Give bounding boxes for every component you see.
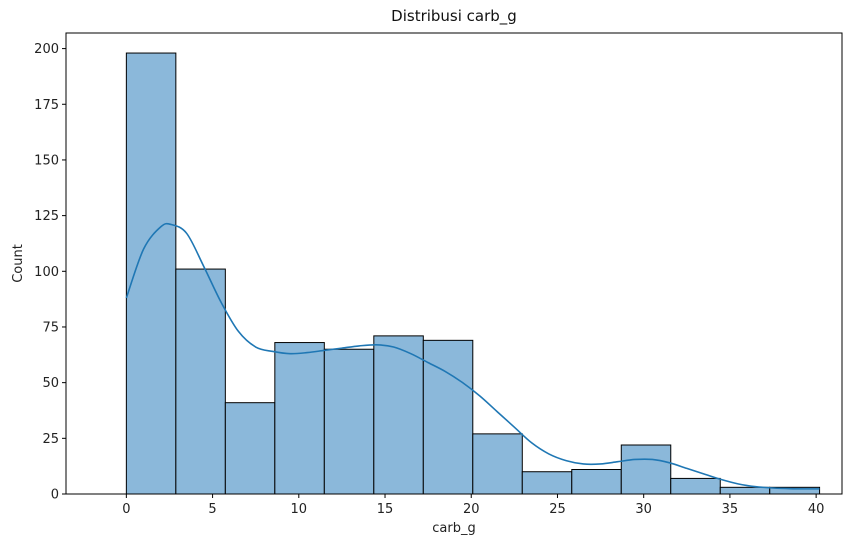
y-tick-label: 100 bbox=[34, 265, 59, 280]
y-tick-label: 150 bbox=[34, 153, 59, 168]
x-tick-label: 25 bbox=[549, 502, 566, 517]
y-tick-label: 25 bbox=[42, 432, 59, 447]
histogram-bar bbox=[670, 477, 721, 495]
x-tick-label: 10 bbox=[291, 502, 308, 517]
y-tick-label: 125 bbox=[34, 209, 59, 224]
histogram-bar bbox=[373, 335, 424, 495]
y-tick-label: 0 bbox=[51, 488, 59, 503]
histogram-bar bbox=[472, 433, 523, 495]
plot-frame bbox=[65, 32, 843, 495]
bars-layer bbox=[125, 52, 821, 495]
y-tick-label: 175 bbox=[34, 98, 59, 113]
histogram-bar bbox=[620, 444, 672, 495]
x-tick-label: 40 bbox=[808, 502, 825, 517]
histogram-bar bbox=[224, 402, 276, 495]
y-tick-label: 75 bbox=[42, 320, 59, 335]
x-tick-label: 0 bbox=[122, 502, 130, 517]
x-tick-label: 5 bbox=[208, 502, 216, 517]
x-tick-label: 15 bbox=[377, 502, 394, 517]
y-tick-label: 200 bbox=[34, 42, 59, 57]
x-tick-label: 30 bbox=[635, 502, 652, 517]
x-axis: 0 5 10 15 20 25 30 35 40 bbox=[122, 494, 824, 517]
y-tick-label: 50 bbox=[42, 376, 59, 391]
histogram-bar bbox=[323, 348, 375, 495]
histogram-bar bbox=[719, 486, 771, 495]
histogram-bar bbox=[571, 469, 622, 495]
x-axis-label: carb_g bbox=[432, 521, 475, 536]
histogram-bar bbox=[521, 471, 573, 495]
y-axis: 0 25 50 75 100 125 150 175 200 bbox=[34, 42, 66, 503]
chart-title: Distribusi carb_g bbox=[391, 7, 517, 26]
histogram-bar bbox=[274, 342, 325, 495]
x-tick-label: 20 bbox=[463, 502, 480, 517]
histogram-bar bbox=[422, 339, 474, 495]
histogram-bar bbox=[175, 268, 226, 495]
x-tick-label: 35 bbox=[722, 502, 739, 517]
kde-layer bbox=[125, 222, 820, 490]
y-axis-label: Count bbox=[11, 244, 26, 283]
kde-line bbox=[125, 222, 820, 490]
